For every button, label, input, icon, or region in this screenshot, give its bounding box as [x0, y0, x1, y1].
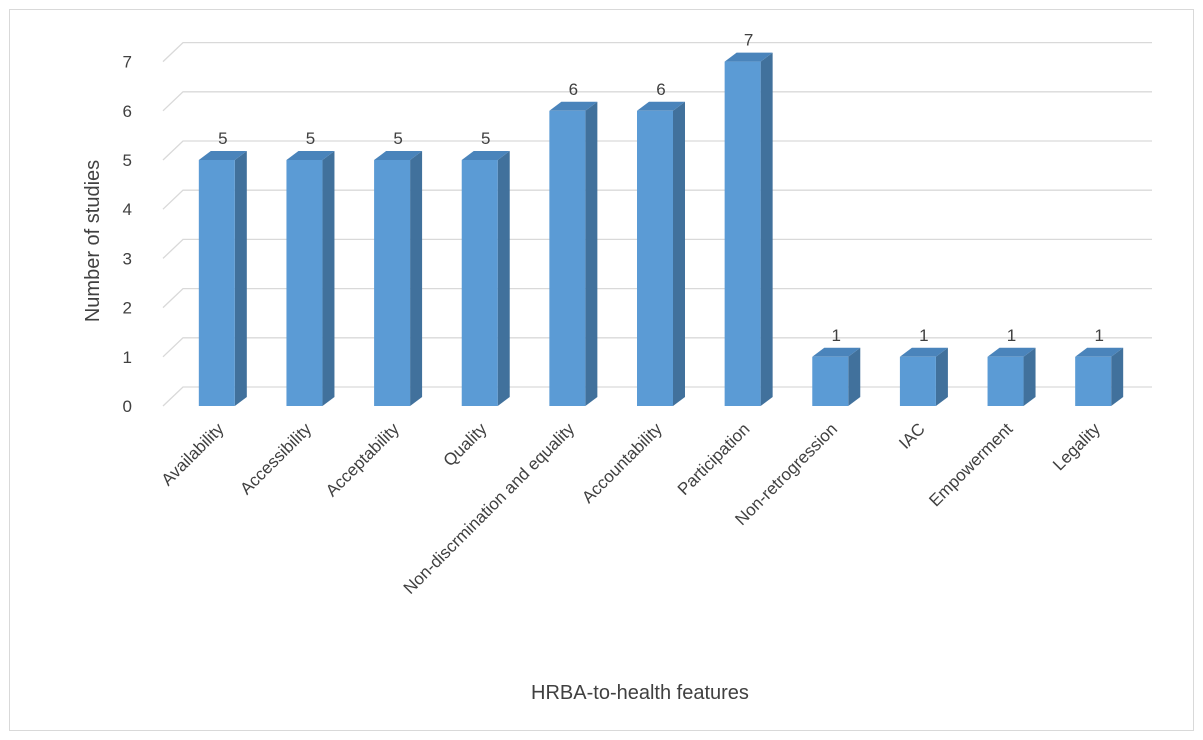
y-tick-label: 5 — [123, 151, 132, 170]
bars — [198, 52, 1124, 407]
bar — [461, 151, 510, 406]
data-labels: 5 5 5 5 6 6 7 1 1 1 1 — [218, 31, 1104, 345]
y-tick-label: 7 — [123, 53, 132, 72]
y-tick-label: 6 — [123, 102, 132, 121]
bar-front — [637, 110, 673, 407]
y-tick-label: 0 — [123, 397, 132, 416]
data-label: 1 — [1094, 326, 1103, 345]
bar-side — [585, 101, 598, 407]
bar — [637, 101, 685, 407]
bar-top — [374, 151, 423, 160]
bar-side — [1111, 347, 1124, 406]
bar — [198, 151, 247, 406]
x-category-label: IAC — [895, 419, 928, 452]
x-axis-title: HRBA-to-health features — [531, 682, 749, 704]
bar-side — [1023, 347, 1036, 406]
gridline — [162, 41, 1152, 63]
bar-front — [374, 160, 411, 406]
x-category-label: Availability — [158, 419, 228, 489]
x-category-label: Accessibility — [236, 419, 315, 498]
data-label: 5 — [218, 129, 227, 148]
bar-front — [286, 160, 323, 406]
y-tick-label: 2 — [123, 299, 132, 318]
bar-side — [497, 151, 510, 406]
bar-front — [549, 110, 586, 407]
bar — [987, 347, 1036, 406]
chart-frame — [9, 9, 1194, 731]
gridline — [162, 140, 1152, 161]
bar-front — [1075, 356, 1112, 406]
x-category-label: Legality — [1049, 419, 1104, 474]
bar — [724, 52, 773, 406]
bar-top — [724, 52, 773, 62]
x-category-label: Acceptability — [322, 419, 403, 500]
x-category-label: Quality — [440, 419, 491, 470]
data-label: 6 — [569, 80, 578, 99]
bar-top — [286, 151, 335, 160]
bar — [1075, 347, 1124, 406]
data-label: 5 — [306, 129, 315, 148]
gridline — [162, 189, 1152, 210]
x-category-label: Empowerment — [925, 419, 1016, 510]
gridline — [162, 287, 1152, 309]
data-label: 1 — [1007, 326, 1016, 345]
data-label: 1 — [832, 326, 841, 345]
bar-front — [461, 160, 498, 406]
x-category-label: Non-discrmination and equality — [400, 419, 579, 598]
bar — [899, 347, 948, 406]
y-tick-label: 1 — [123, 348, 132, 367]
bar-top — [461, 151, 510, 160]
bar-side — [673, 101, 685, 407]
bar-top — [637, 101, 685, 111]
bar — [374, 151, 423, 406]
bar-top — [1075, 347, 1124, 357]
bar-side — [410, 151, 423, 406]
bar-front — [987, 356, 1024, 406]
y-axis-ticks: 0 1 2 3 4 5 6 7 — [123, 53, 132, 416]
bar-top — [987, 347, 1036, 357]
bar-front — [198, 160, 235, 406]
bar-side — [234, 151, 247, 406]
bar-side — [760, 52, 773, 406]
y-axis-title: Number of studies — [82, 160, 104, 322]
bar-side — [935, 347, 948, 406]
bar-side — [322, 151, 335, 406]
y-tick-label: 3 — [123, 249, 132, 268]
bar-top — [549, 101, 598, 111]
bar — [549, 101, 598, 407]
data-label: 6 — [656, 80, 665, 99]
x-category-label: Participation — [674, 419, 754, 499]
data-label: 7 — [744, 31, 753, 50]
bar-top — [812, 347, 861, 357]
bar — [286, 151, 335, 406]
data-label: 1 — [919, 326, 928, 345]
gridline — [162, 91, 1152, 112]
bar-top — [899, 347, 948, 357]
data-label: 5 — [481, 129, 490, 148]
bar-front — [724, 61, 761, 406]
bar-side — [848, 347, 861, 406]
data-label: 5 — [393, 129, 402, 148]
bar — [812, 347, 861, 406]
x-category-label: Accountability — [578, 419, 666, 507]
x-axis-categories: Availability Accessibility Acceptability Qu… — [158, 419, 1105, 598]
bar-top — [198, 151, 247, 160]
gridline — [162, 337, 1152, 358]
bar-front — [812, 356, 849, 406]
y-tick-label: 4 — [123, 200, 132, 219]
gridline — [162, 238, 1152, 259]
bar-front — [899, 356, 936, 406]
